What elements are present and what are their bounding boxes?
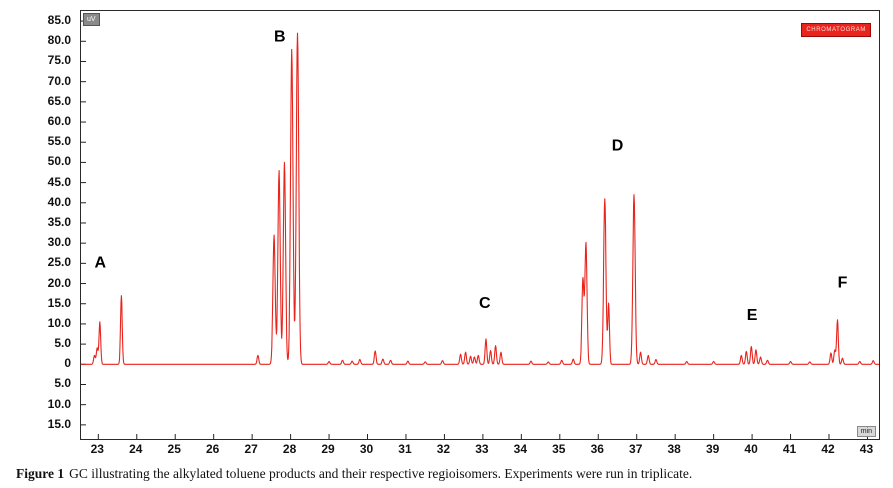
y-tick-label: 75.0 <box>47 53 71 68</box>
y-tick-label: 60.0 <box>47 114 71 129</box>
peak-label-A: A <box>94 254 106 271</box>
x-tick-label: 38 <box>667 442 681 456</box>
x-tick-label: 32 <box>436 442 451 456</box>
figure-caption-label: Figure 1 <box>16 466 65 481</box>
y-axis-unit-badge: uV <box>83 13 100 26</box>
peak-label-D: D <box>612 137 624 154</box>
peak-label-B: B <box>274 28 286 45</box>
y-tick-label: 30.0 <box>47 235 71 250</box>
x-axis-tick-labels: 23 24 25 26 27 28 29 30 31 32 33 34 35 36 37 38 39 40 41 42… <box>80 442 880 460</box>
legend-badge: Chromatogram <box>801 23 871 37</box>
y-tick-label: 35.0 <box>47 214 71 229</box>
x-tick-label: 23 <box>90 442 104 456</box>
y-tick-label: 70.0 <box>47 73 71 88</box>
x-axis-unit-label: min <box>860 428 872 435</box>
y-axis-tick-labels: 85.0 80.0 75.0 70.0 65.0 60.0 55.0 50.0 45.0 40.0… <box>0 10 76 438</box>
x-tick-label: 29 <box>321 442 335 456</box>
y-tick-label: 5.0 <box>54 376 71 391</box>
y-tick-label: 45.0 <box>47 174 71 189</box>
y-tick-label: 40.0 <box>47 194 71 209</box>
x-tick-label: 34 <box>513 442 527 456</box>
y-tick-label: 20.0 <box>47 275 71 290</box>
x-tick-label: 33 <box>475 442 489 456</box>
x-tick-label: 24 <box>129 442 143 456</box>
x-tick-label: 30 <box>359 442 374 456</box>
y-tick-label: 55.0 <box>47 134 71 149</box>
y-tick-label: 65.0 <box>47 93 71 108</box>
y-tick-label: 0 <box>64 356 71 371</box>
figure-caption-text: GC illustrating the alkylated toluene pr… <box>69 466 693 481</box>
x-tick-label: 40 <box>744 442 758 456</box>
x-tick-label: 42 <box>821 442 835 456</box>
y-tick-label: 5.0 <box>54 336 71 351</box>
y-tick-label: 85.0 <box>47 13 71 28</box>
legend-badge-text: Chromatogram <box>806 27 866 33</box>
y-tick-label: 15.0 <box>47 295 71 310</box>
x-tick-label: 27 <box>244 442 258 456</box>
plot-area: A B C D E F uV Chromatogram min <box>80 10 880 440</box>
x-tick-label: 43 <box>859 442 874 456</box>
y-tick-label: 10.0 <box>47 396 71 411</box>
x-tick-label: 26 <box>205 442 220 456</box>
y-tick-label: 10.0 <box>47 315 71 330</box>
x-tick-label: 36 <box>590 442 604 456</box>
peak-label-E: E <box>747 307 758 324</box>
x-tick-label: 41 <box>782 442 797 456</box>
gc-trace <box>81 32 879 365</box>
x-tick-label: 28 <box>282 442 297 456</box>
x-axis-unit-badge: min <box>856 426 876 437</box>
figure-caption: Figure 1 GC illustrating the alkylated to… <box>16 466 880 482</box>
peak-label-C: C <box>479 295 491 312</box>
x-tick-label: 39 <box>705 442 720 456</box>
x-tick-label: 25 <box>167 442 181 456</box>
chromatogram-trace-svg: A B C D E F <box>81 20 879 439</box>
x-tick-label: 31 <box>398 442 412 456</box>
y-tick-label: 25.0 <box>47 255 71 270</box>
y-tick-label: 15.0 <box>47 416 71 431</box>
y-tick-label: 50.0 <box>47 154 71 169</box>
x-tick-label: 37 <box>629 442 643 456</box>
y-tick-label: 80.0 <box>47 33 71 48</box>
y-axis-unit-label: uV <box>87 16 96 23</box>
peak-label-F: F <box>838 275 848 292</box>
x-tick-label: 35 <box>552 442 566 456</box>
figure-1-gc-chromatogram: 85.0 80.0 75.0 70.0 65.0 60.0 55.0 50.0 45.0 40.0… <box>0 10 880 460</box>
